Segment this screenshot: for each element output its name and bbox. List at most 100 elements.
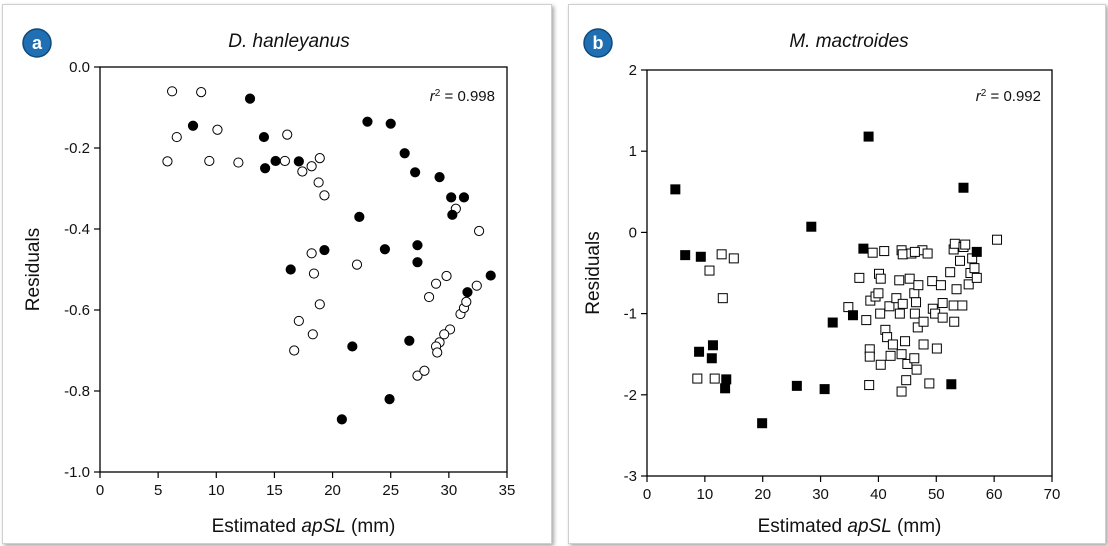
scatter-plot-a: a D. hanleyanus 0 5 10 15 20 25 30 35 0.0 -0.2 -0.4 -…	[22, 28, 516, 537]
y-tick-label-b: 1	[629, 143, 637, 160]
data-point-a	[379, 244, 390, 255]
data-point-a	[419, 365, 430, 376]
y-tick-label-b: -2	[624, 387, 637, 404]
data-point-b	[728, 253, 739, 264]
data-point-a	[432, 347, 443, 358]
data-point-b	[861, 315, 872, 326]
data-point-a	[412, 240, 423, 251]
data-point-b	[721, 374, 732, 385]
data-point-b	[867, 247, 878, 258]
data-point-b	[957, 300, 968, 311]
data-point-a	[307, 329, 318, 340]
data-point-a	[473, 225, 485, 237]
x-tick-label-b: 0	[643, 486, 651, 503]
chart-title-b: M. mactroides	[789, 31, 909, 52]
data-point-b	[819, 384, 830, 395]
data-point-b	[875, 273, 886, 284]
data-point-a	[314, 153, 325, 164]
data-point-b	[716, 249, 727, 260]
data-point-a	[423, 291, 435, 303]
data-point-b	[922, 248, 933, 259]
data-point-b	[882, 332, 893, 343]
panel-badge-a	[22, 28, 52, 58]
data-point-a	[362, 116, 373, 127]
y-tick-label-a: -1.0	[64, 464, 90, 481]
data-point-a	[171, 131, 182, 143]
chart-title-a: D. hanleyanus	[228, 31, 350, 52]
data-point-b	[912, 322, 923, 333]
x-tick-label-b: 50	[928, 486, 945, 503]
plot-frame-a	[99, 66, 508, 473]
data-point-a	[430, 278, 442, 289]
y-tick-label-a: -0.6	[64, 302, 90, 319]
data-point-b	[949, 238, 960, 249]
x-tick-label-a: 35	[499, 482, 516, 499]
data-point-b	[854, 272, 865, 283]
data-point-b	[863, 131, 874, 142]
y-tick-label-b: 0	[629, 224, 637, 241]
y-axis-label-a: Residuals	[23, 228, 44, 311]
data-point-a	[485, 270, 496, 281]
r2-annotation-a: r2 = 0.998	[430, 88, 495, 106]
data-point-b	[927, 276, 938, 287]
panel-badge-b	[583, 28, 613, 58]
data-point-a	[347, 341, 358, 352]
x-tick-label-a: 25	[382, 482, 399, 499]
data-point-b	[900, 336, 911, 347]
x-tick-label-b: 40	[870, 486, 887, 503]
data-point-a	[404, 335, 415, 346]
x-tick-label-a: 15	[266, 482, 283, 499]
data-point-a	[412, 370, 423, 381]
data-point-b	[887, 339, 898, 350]
data-point-b	[891, 293, 902, 304]
data-point-a	[446, 192, 457, 203]
data-point-b	[694, 346, 705, 357]
data-point-b	[911, 364, 922, 375]
data-point-b	[963, 279, 974, 290]
data-point-b	[909, 308, 920, 319]
data-point-a	[308, 268, 320, 279]
data-point-b	[909, 246, 920, 257]
data-point-b	[955, 255, 966, 266]
data-point-a	[270, 155, 281, 167]
data-point-a	[399, 148, 410, 159]
data-point-b	[904, 273, 915, 284]
data-point-b	[670, 184, 681, 195]
data-point-b	[709, 373, 720, 384]
data-point-b	[971, 246, 982, 257]
data-point-a	[285, 264, 296, 275]
x-tick-label-b: 10	[697, 486, 714, 503]
data-point-a	[212, 124, 223, 135]
data-point-b	[717, 293, 728, 304]
data-point-b	[897, 298, 908, 309]
data-point-b	[873, 288, 884, 299]
data-point-a	[233, 157, 244, 168]
data-point-b	[806, 221, 817, 232]
data-point-a	[412, 257, 423, 268]
data-point-b	[937, 312, 948, 323]
data-point-b	[948, 300, 959, 311]
data-point-a	[313, 177, 324, 188]
data-point-b	[969, 263, 980, 274]
data-point-b	[680, 250, 691, 261]
data-point-b	[911, 297, 922, 308]
data-point-b	[858, 243, 869, 254]
data-point-b	[946, 379, 957, 390]
data-point-a	[297, 166, 308, 177]
x-tick-label-a: 10	[208, 482, 225, 499]
y-tick-label-b: -1	[624, 306, 637, 323]
data-point-b	[706, 353, 717, 364]
panel-label-a: a	[32, 33, 43, 53]
y-tick-label-b: -3	[624, 468, 637, 485]
y-tick-label-a: -0.2	[64, 140, 90, 157]
data-point-b	[924, 378, 935, 389]
y-tick-label-a: 0.0	[69, 59, 90, 76]
data-point-b	[958, 182, 969, 193]
x-tick-label-a: 0	[96, 482, 104, 499]
data-point-b	[875, 308, 886, 319]
data-point-b	[791, 380, 802, 391]
y-tick-label-a: -0.8	[64, 383, 90, 400]
data-point-a	[319, 190, 330, 201]
data-point-a	[279, 155, 290, 167]
